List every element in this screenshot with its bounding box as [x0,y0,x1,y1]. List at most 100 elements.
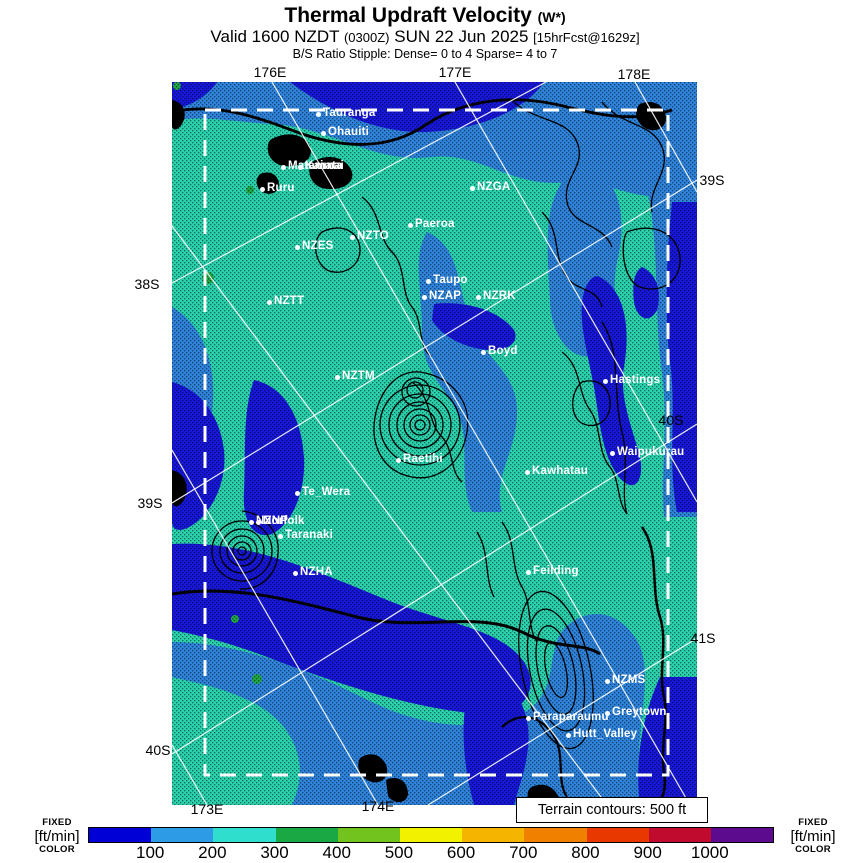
place-dot [256,520,261,525]
colorbar-segment [151,828,214,842]
place-label: NZAP [429,290,462,302]
terrain-contours-note: Terrain contours: 500 ft [516,797,708,823]
place-label: Kawhatau [532,465,588,477]
colorbar-segment [710,828,774,842]
place-label: NZRK [483,290,516,302]
place-label: Taupo [433,274,468,286]
colorbar-tick-200: 200 [198,843,227,862]
colorbar-segment [648,828,711,842]
coastlines [172,98,673,805]
colorbar-color-label: COLOR [39,843,75,855]
stipple-note: B/S Ratio Stipple: Dense= 0 to 4 Sparse=… [292,47,558,61]
colorbar-fixed-label: FIXED [42,817,72,828]
place-dot [295,245,300,250]
colorbar-color-label: COLOR [795,843,831,855]
valid-utc: (0300Z) [343,30,390,45]
place-label: Greytown [612,706,667,718]
place-label: Ruru [267,182,295,194]
axis-label-174e: 174E [361,798,395,814]
colorbar-units-label: [ft/min] [34,827,80,845]
place-dot [281,165,286,170]
colorbar-segment [586,828,649,842]
place-dot [316,112,321,117]
place-label: Taranaki [285,529,334,541]
axis-label-177e: 177E [438,64,472,80]
colorbar-segment [275,828,338,842]
colorbar-tick-400: 400 [322,843,351,862]
place-label: NZTT [274,295,305,307]
domain-boundary-dashed [203,108,670,777]
map-area [172,82,697,805]
place-label: NZNP [256,515,289,527]
place-dot [422,295,427,300]
place-label: NZTO [357,230,389,242]
title-unit: (W*) [537,9,566,25]
place-dot [476,295,481,300]
place-label: Kaimai [305,160,344,172]
valid-fcst: [15hrFcst@1629z] [533,30,640,45]
place-label: Hastings [610,374,661,386]
colorbar-segment [337,828,400,842]
colorbar-tick-1000: 1000 [690,843,729,862]
place-dot [321,131,326,136]
place-label: Te_Wera [302,486,351,498]
place-dot [526,716,531,721]
place-label: Waipukurau [617,446,685,458]
place-label: NZES [302,240,334,252]
colorbar-tick-600: 600 [446,843,476,862]
place-dot [350,235,355,240]
place-dot [260,187,265,192]
axis-label-40s: 40S [145,742,171,758]
place-label: Paraparaumu [533,711,609,723]
place-dot [293,571,298,576]
place-dot [335,375,340,380]
place-dot [470,186,475,191]
colorbar [88,827,774,843]
axis-label-38s: 38S [134,276,160,292]
title-text: Thermal Updraft Velocity [284,4,532,27]
place-dot [610,451,615,456]
place-label: Tauranga [323,107,376,119]
colorbar-tick-800: 800 [571,843,600,862]
place-label: Feilding [533,565,579,577]
place-label: Raetihi [403,453,443,465]
place-dot [481,350,486,355]
valid-prefix: Valid 1600 NZDT [210,27,340,46]
axis-label-176e: 176E [253,64,287,80]
colorbar-units-label: [ft/min] [790,827,836,845]
colorbar-segment [524,828,587,842]
place-dot [526,570,531,575]
place-label: Boyd [488,345,518,357]
place-label: NZHA [300,566,333,578]
place-label: NZMS [612,674,646,686]
place-label: NZTM [342,370,375,382]
valid-time-line: Valid 1600 NZDT (0300Z) SUN 22 Jun 2025 … [0,27,850,47]
place-label: Paeroa [415,218,455,230]
colorbar-tick-500: 500 [384,843,414,862]
place-dot [525,470,530,475]
axis-label-39s: 39S [699,172,725,188]
colorbar-tick-900: 900 [633,843,662,862]
place-dot [426,279,431,284]
place-dot [408,223,413,228]
place-dot [605,711,610,716]
place-dot [603,379,608,384]
place-dot [278,534,283,539]
axis-label-39s: 39S [137,495,163,511]
place-dot [267,300,272,305]
colorbar-segment [462,828,525,842]
place-dot [605,679,610,684]
axis-label-173e: 173E [190,801,224,817]
lat-lon-graticule [172,82,697,805]
axis-label-178e: 178E [617,66,651,82]
place-dot [298,165,303,170]
colorbar-units-left: FIXED [ft/min] COLOR [12,818,102,854]
page-title: Thermal Updraft Velocity (W*) [0,4,850,28]
place-label: NZGA [477,181,511,193]
place-label: Hutt_Valley [573,728,638,740]
colorbar-tick-300: 300 [260,843,289,862]
place-dot [566,733,571,738]
axis-label-40s: 40S [658,412,684,428]
colorbar-segment [89,828,152,842]
